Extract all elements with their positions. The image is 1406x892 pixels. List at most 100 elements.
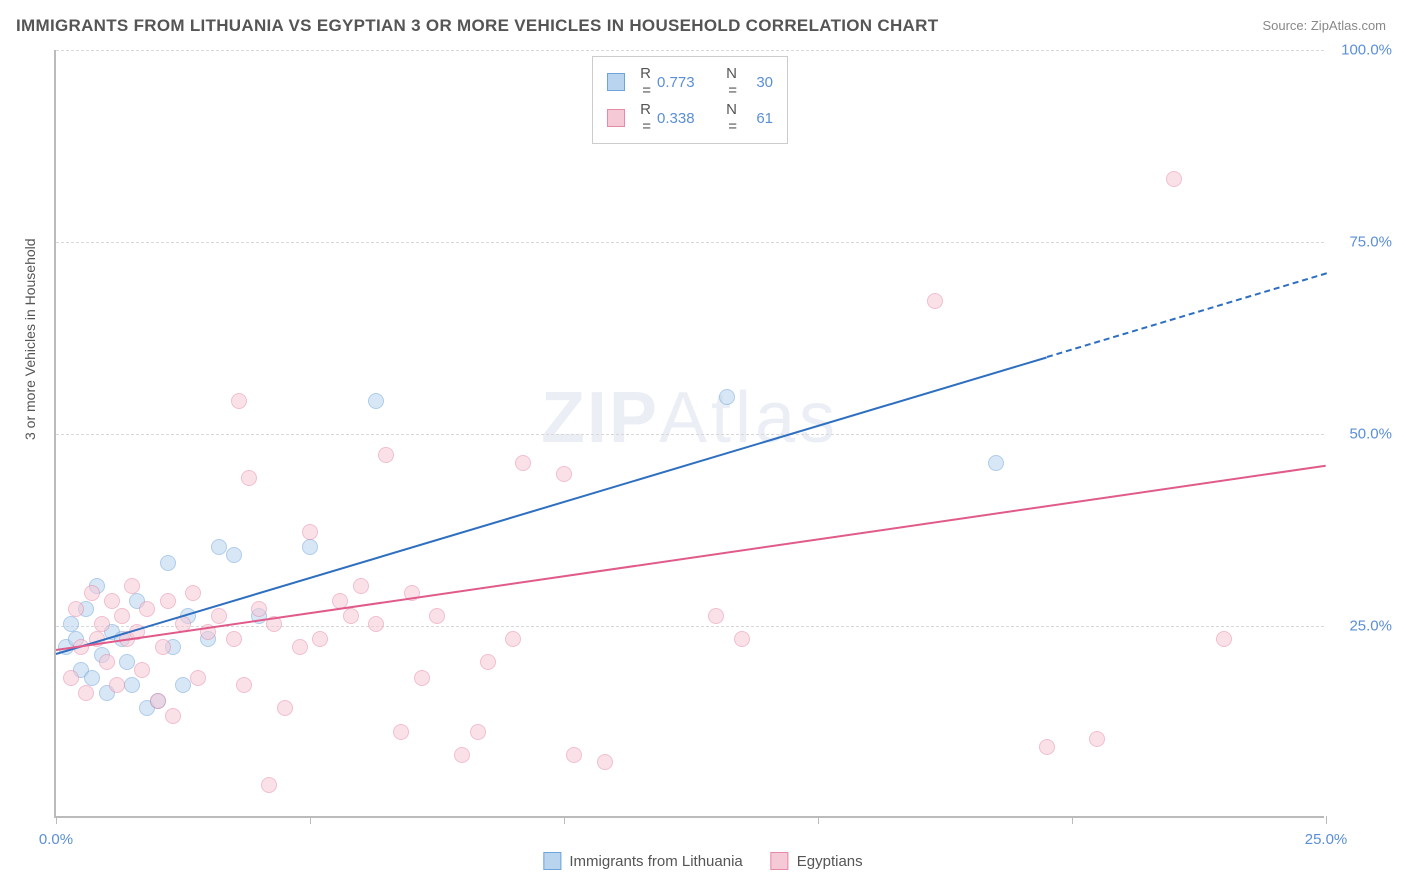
scatter-point [211, 608, 227, 624]
n-label: N = [717, 101, 737, 135]
scatter-point [368, 393, 384, 409]
r-value: 0.773 [657, 74, 705, 91]
scatter-point [708, 608, 724, 624]
r-value: 0.338 [657, 110, 705, 127]
gridline [56, 434, 1324, 435]
scatter-point [719, 389, 735, 405]
chart-title: IMMIGRANTS FROM LITHUANIA VS EGYPTIAN 3 … [16, 16, 938, 36]
series-legend: Immigrants from Lithuania Egyptians [543, 852, 862, 870]
legend-row: R = 0.773 N = 30 [607, 65, 773, 99]
y-tick-label: 25.0% [1349, 618, 1392, 635]
scatter-point [84, 670, 100, 686]
trend-line [56, 465, 1326, 651]
scatter-point [1089, 731, 1105, 747]
scatter-point [160, 555, 176, 571]
scatter-point [63, 616, 79, 632]
scatter-point [368, 616, 384, 632]
trend-line [1046, 273, 1326, 359]
trend-line [56, 356, 1047, 654]
scatter-point [480, 654, 496, 670]
scatter-point [175, 677, 191, 693]
gridline [56, 242, 1324, 243]
scatter-point [429, 608, 445, 624]
scatter-point [566, 747, 582, 763]
scatter-point [261, 777, 277, 793]
watermark: ZIPAtlas [541, 377, 839, 459]
r-label: R = [631, 65, 651, 99]
scatter-point [277, 700, 293, 716]
scatter-point [134, 662, 150, 678]
scatter-point [139, 601, 155, 617]
scatter-point [505, 631, 521, 647]
scatter-point [190, 670, 206, 686]
scatter-point [124, 578, 140, 594]
x-tick [1326, 816, 1327, 824]
scatter-point [378, 447, 394, 463]
scatter-point [353, 578, 369, 594]
x-tick [310, 816, 311, 824]
y-axis-label: 3 or more Vehicles in Household [22, 238, 38, 440]
scatter-point [454, 747, 470, 763]
scatter-point [312, 631, 328, 647]
scatter-point [211, 539, 227, 555]
n-value: 30 [743, 74, 773, 91]
scatter-point [414, 670, 430, 686]
scatter-point [515, 455, 531, 471]
scatter-point [1039, 739, 1055, 755]
scatter-point [1216, 631, 1232, 647]
legend-item: Egyptians [771, 852, 863, 870]
scatter-point [226, 547, 242, 563]
scatter-point [99, 654, 115, 670]
source-label: Source: ZipAtlas.com [1262, 18, 1386, 33]
scatter-point [155, 639, 171, 655]
plot-area: ZIPAtlas R =0.773N =30R =0.338N =61 25.0… [54, 50, 1324, 818]
n-value: 61 [743, 110, 773, 127]
scatter-point [302, 524, 318, 540]
scatter-point [251, 601, 267, 617]
scatter-point [109, 677, 125, 693]
scatter-point [124, 677, 140, 693]
gridline [56, 50, 1324, 51]
y-tick-label: 75.0% [1349, 234, 1392, 251]
scatter-point [68, 601, 84, 617]
scatter-point [94, 616, 110, 632]
x-tick [818, 816, 819, 824]
legend-swatch [771, 852, 789, 870]
scatter-point [236, 677, 252, 693]
scatter-point [556, 466, 572, 482]
scatter-point [165, 708, 181, 724]
scatter-point [104, 593, 120, 609]
correlation-legend: R = 0.773 N = 30 R = 0.338 N = 61 [592, 56, 788, 144]
legend-swatch [607, 109, 625, 127]
legend-label: Immigrants from Lithuania [569, 853, 742, 870]
scatter-point [734, 631, 750, 647]
x-tick-label: 0.0% [39, 831, 73, 848]
scatter-point [84, 585, 100, 601]
scatter-point [231, 393, 247, 409]
scatter-point [160, 593, 176, 609]
legend-swatch [543, 852, 561, 870]
n-label: N = [717, 65, 737, 99]
scatter-point [343, 608, 359, 624]
scatter-point [78, 685, 94, 701]
scatter-point [470, 724, 486, 740]
scatter-point [1166, 171, 1182, 187]
scatter-point [114, 608, 130, 624]
r-label: R = [631, 101, 651, 135]
legend-label: Egyptians [797, 853, 863, 870]
scatter-point [292, 639, 308, 655]
x-tick [56, 816, 57, 824]
x-tick-label: 25.0% [1305, 831, 1348, 848]
x-tick [564, 816, 565, 824]
legend-swatch [607, 73, 625, 91]
scatter-point [302, 539, 318, 555]
legend-item: Immigrants from Lithuania [543, 852, 742, 870]
gridline [56, 626, 1324, 627]
scatter-point [119, 654, 135, 670]
x-tick [1072, 816, 1073, 824]
scatter-point [988, 455, 1004, 471]
scatter-point [150, 693, 166, 709]
scatter-point [241, 470, 257, 486]
scatter-point [927, 293, 943, 309]
scatter-point [393, 724, 409, 740]
